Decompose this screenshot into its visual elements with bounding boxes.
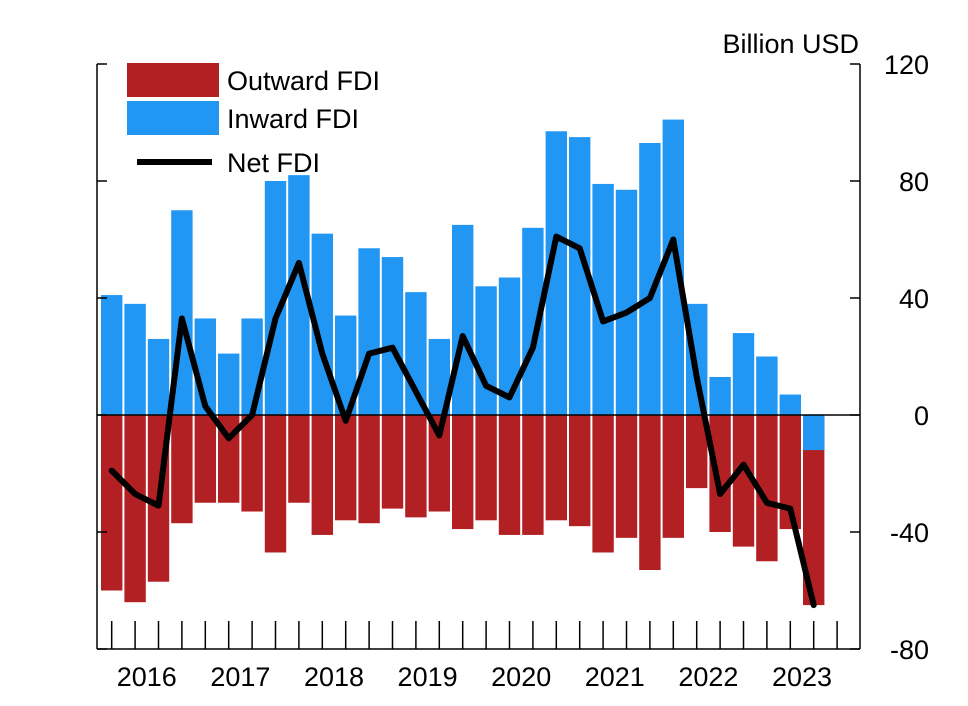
x-tick-label-2018: 2018	[304, 662, 364, 692]
x-tick-label-2019: 2019	[398, 662, 458, 692]
outward-fdi-bar-2023Q1	[756, 415, 778, 562]
unit-label: Billion USD	[722, 29, 859, 59]
inward-fdi-bar-2017Q4	[264, 181, 287, 415]
inward-fdi-bar-2021Q3	[615, 189, 638, 415]
legend-swatch-outward-fdi	[127, 63, 219, 97]
inward-fdi-bar-2019Q4	[452, 224, 474, 415]
outward-fdi-bar-2019Q3	[428, 415, 450, 512]
net-fdi-line	[108, 233, 817, 609]
inward-fdi-bar-2016Q2	[124, 303, 146, 415]
x-tick-label-2021: 2021	[585, 662, 645, 692]
inward-fdi-bar-2021Q4	[639, 142, 661, 415]
y-tick-label: -80	[890, 635, 929, 665]
outward-fdi-bar-2020Q4	[545, 415, 567, 521]
x-tick-label-2016: 2016	[117, 662, 177, 692]
inward-fdi-bar-2016Q1	[101, 295, 123, 415]
outward-fdi-bar-2021Q3	[615, 415, 638, 538]
legend: Outward FDI Inward FDI Net FDI	[127, 63, 380, 178]
inward-fdi-bar-2022Q4	[732, 333, 755, 415]
inward-fdi-bar-2019Q3	[428, 338, 450, 415]
outward-fdi-bar-2017Q3	[241, 415, 263, 512]
inward-fdi-bar-2019Q1	[381, 257, 404, 415]
y-tick-label: -40	[890, 518, 929, 548]
outward-fdi-bar-2023Q3	[803, 415, 825, 606]
inward-fdi-bar-2018Q1	[288, 175, 310, 415]
outward-fdi-bar-2018Q3	[335, 415, 357, 521]
inward-fdi-bar-2020Q4	[545, 131, 567, 415]
inward-fdi-bar-2020Q3	[522, 227, 544, 415]
outward-fdi-bar-2016Q1	[101, 415, 123, 591]
inward-fdi-bar-2018Q4	[358, 248, 380, 415]
outward-fdi-bar-2023Q2	[779, 415, 801, 530]
inward-fdi-bar-2021Q2	[592, 183, 614, 415]
x-tick-label-2023: 2023	[772, 662, 832, 692]
outward-fdi-bar-2022Q2	[686, 415, 708, 489]
outward-fdi-bar-2021Q2	[592, 415, 614, 553]
outward-fdi-bar-2016Q2	[124, 415, 146, 603]
inward-fdi-bar-2022Q3	[709, 376, 731, 415]
inward-fdi-bar-2022Q1	[662, 119, 684, 415]
outward-fdi-bar-2018Q2	[311, 415, 333, 535]
outward-fdi-bar-2021Q4	[639, 415, 661, 571]
inward-fdi-bars	[101, 119, 825, 451]
outward-fdi-bar-2022Q4	[732, 415, 755, 547]
outward-fdi-bar-2017Q1	[194, 415, 216, 503]
inward-fdi-bar-2017Q2	[218, 353, 240, 415]
outward-fdi-bar-2018Q1	[288, 415, 310, 503]
y-tick-label: 120	[884, 50, 929, 80]
inward-fdi-bar-2017Q3	[241, 318, 263, 415]
outward-fdi-bar-2020Q1	[475, 415, 497, 521]
outward-fdi-bars	[101, 415, 825, 606]
legend-swatch-inward-fdi	[127, 101, 219, 135]
x-tick-label-2020: 2020	[491, 662, 551, 692]
y-axis: 120 80 40 0 -40 -80	[97, 50, 929, 665]
outward-fdi-bar-2019Q4	[452, 415, 474, 530]
outward-fdi-bar-2021Q1	[569, 415, 591, 527]
inward-fdi-bar-2021Q1	[569, 137, 591, 415]
x-tick-label-2017: 2017	[210, 662, 270, 692]
inward-fdi-bar-2018Q3	[335, 315, 357, 415]
outward-fdi-bar-2022Q3	[709, 415, 731, 532]
inward-fdi-bar-2023Q2	[779, 394, 801, 415]
legend-label-net-fdi: Net FDI	[227, 148, 320, 178]
outward-fdi-bar-2022Q1	[662, 415, 684, 538]
inward-fdi-bar-2023Q3	[803, 415, 825, 451]
inward-fdi-bar-2023Q1	[756, 356, 778, 415]
outward-fdi-bar-2017Q4	[264, 415, 287, 553]
outward-fdi-bar-2018Q4	[358, 415, 380, 524]
legend-label-inward-fdi: Inward FDI	[227, 104, 359, 134]
legend-label-outward-fdi: Outward FDI	[227, 66, 380, 96]
inward-fdi-bar-2020Q1	[475, 286, 497, 415]
y-tick-label: 0	[914, 401, 929, 431]
y-tick-label: 80	[899, 167, 929, 197]
x-axis: 2016 2017 2018 2019 2020 2021 2022 2023	[110, 621, 838, 692]
outward-fdi-bar-2020Q3	[522, 415, 544, 535]
outward-fdi-bar-2020Q2	[498, 415, 521, 535]
outward-fdi-bar-2019Q1	[381, 415, 404, 509]
x-tick-label-2022: 2022	[678, 662, 738, 692]
y-tick-label: 40	[899, 284, 929, 314]
outward-fdi-bar-2019Q2	[405, 415, 427, 518]
inward-fdi-bar-2016Q3	[147, 338, 170, 415]
outward-fdi-bar-2016Q4	[171, 415, 193, 524]
plot-frame	[96, 64, 861, 650]
